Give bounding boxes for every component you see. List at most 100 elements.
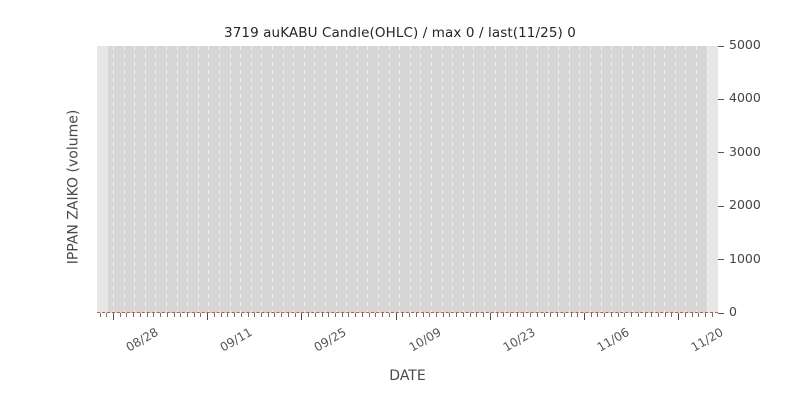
x-axis-minor-tick xyxy=(692,313,693,317)
gridline-vertical xyxy=(240,46,241,313)
x-axis-minor-tick xyxy=(254,313,255,317)
plot-right-margin-band xyxy=(707,46,718,313)
x-axis-major-tick xyxy=(584,313,585,320)
gridline-vertical xyxy=(558,46,559,313)
x-axis-minor-tick xyxy=(369,313,370,317)
x-axis-minor-tick xyxy=(497,313,498,317)
gridline-vertical xyxy=(389,46,390,313)
x-axis-minor-tick xyxy=(153,313,154,317)
y-axis-right[interactable]: 0 1000 2000 3000 4000 5000 xyxy=(718,37,800,319)
x-axis-minor-tick xyxy=(571,313,572,317)
x-axis-major-tick xyxy=(678,313,679,320)
x-axis-minor-tick xyxy=(315,313,316,317)
gridline-vertical xyxy=(664,46,665,313)
gridline-vertical xyxy=(654,46,655,313)
x-axis-minor-tick xyxy=(685,313,686,317)
x-axis-minor-tick xyxy=(248,313,249,317)
gridline-vertical xyxy=(569,46,570,313)
x-axis-minor-tick xyxy=(409,313,410,317)
gridline-vertical xyxy=(548,46,549,313)
gridline-vertical xyxy=(431,46,432,313)
y-axis-tick-mark xyxy=(718,152,724,154)
vertical-gridlines xyxy=(97,46,718,313)
x-axis-minor-tick xyxy=(429,313,430,317)
x-axis-tick-label: 08/28 xyxy=(123,325,161,355)
gridline-vertical xyxy=(166,46,167,313)
gridline-vertical xyxy=(622,46,623,313)
gridline-vertical xyxy=(251,46,252,313)
x-axis-minor-tick xyxy=(557,313,558,317)
gridline-vertical xyxy=(537,46,538,313)
gridline-vertical xyxy=(367,46,368,313)
gridline-vertical xyxy=(113,46,114,313)
x-axis-minor-tick xyxy=(523,313,524,317)
x-axis-minor-tick xyxy=(470,313,471,317)
y-axis-tick-label: 4000 xyxy=(729,90,761,106)
gridline-vertical xyxy=(198,46,199,313)
x-axis-minor-tick xyxy=(443,313,444,317)
x-axis-minor-tick xyxy=(624,313,625,317)
x-axis-major-tick xyxy=(301,313,302,320)
x-axis-minor-tick xyxy=(342,313,343,317)
x-axis-minor-tick xyxy=(382,313,383,317)
x-axis-minor-tick xyxy=(187,313,188,317)
gridline-vertical xyxy=(124,46,125,313)
gridline-vertical xyxy=(357,46,358,313)
y-axis-tick-label: 1000 xyxy=(729,250,761,266)
y-axis-tick-label: 2000 xyxy=(729,197,761,213)
gridline-vertical xyxy=(346,46,347,313)
x-axis-minor-tick xyxy=(618,313,619,317)
y-axis-tick-mark xyxy=(718,259,724,261)
x-axis-bottom[interactable]: 08/28 09/11 09/25 10/09 10/23 11/06 11/20 xyxy=(97,313,726,398)
x-axis-minor-tick xyxy=(160,313,161,317)
x-axis-minor-tick xyxy=(591,313,592,317)
x-axis-minor-tick xyxy=(100,313,101,317)
plot-left-margin-band xyxy=(97,46,108,313)
gridline-vertical xyxy=(399,46,400,313)
gridline-vertical xyxy=(442,46,443,313)
x-axis-tick-label: 09/25 xyxy=(312,325,349,355)
x-axis-minor-tick xyxy=(362,313,363,317)
x-axis-minor-tick xyxy=(221,313,222,317)
gridline-vertical xyxy=(208,46,209,313)
gridline-vertical xyxy=(675,46,676,313)
x-axis-minor-tick xyxy=(261,313,262,317)
gridline-vertical xyxy=(707,46,708,313)
x-axis-minor-tick xyxy=(476,313,477,317)
x-axis-minor-tick xyxy=(241,313,242,317)
gridline-vertical xyxy=(420,46,421,313)
x-axis-minor-tick xyxy=(577,313,578,317)
x-axis-minor-tick xyxy=(328,313,329,317)
gridline-vertical xyxy=(177,46,178,313)
x-axis-minor-tick xyxy=(402,313,403,317)
x-axis-minor-tick xyxy=(705,313,706,317)
y-axis-title: IPPAN ZAIKO (volume) xyxy=(65,109,82,265)
x-axis-minor-tick xyxy=(274,313,275,317)
plot-area[interactable] xyxy=(97,46,718,313)
x-axis-tick-label: 10/23 xyxy=(500,325,538,355)
x-axis-minor-tick xyxy=(214,313,215,317)
x-axis-minor-tick xyxy=(631,313,632,317)
gridline-vertical xyxy=(643,46,644,313)
y-axis-tick-mark xyxy=(718,312,724,314)
x-axis-minor-tick xyxy=(281,313,282,317)
gridline-vertical xyxy=(272,46,273,313)
x-axis-minor-tick xyxy=(126,313,127,317)
gridline-vertical xyxy=(155,46,156,313)
x-axis-minor-tick xyxy=(133,313,134,317)
chart-title: 3719 auKABU Candle(OHLC) / max 0 / last(… xyxy=(224,25,576,41)
x-axis-minor-tick xyxy=(651,313,652,317)
gridline-vertical xyxy=(526,46,527,313)
x-axis-minor-tick xyxy=(288,313,289,317)
x-axis-tick-label: 11/06 xyxy=(594,325,632,355)
gridline-vertical xyxy=(484,46,485,313)
y-axis-tick-mark xyxy=(718,98,724,100)
x-axis-minor-tick xyxy=(658,313,659,317)
x-axis-minor-tick xyxy=(463,313,464,317)
y-axis-tick-mark xyxy=(718,205,724,207)
x-axis-minor-tick xyxy=(106,313,107,317)
x-axis-minor-tick xyxy=(503,313,504,317)
x-axis-minor-tick xyxy=(597,313,598,317)
x-axis-minor-tick xyxy=(483,313,484,317)
gridline-vertical xyxy=(505,46,506,313)
